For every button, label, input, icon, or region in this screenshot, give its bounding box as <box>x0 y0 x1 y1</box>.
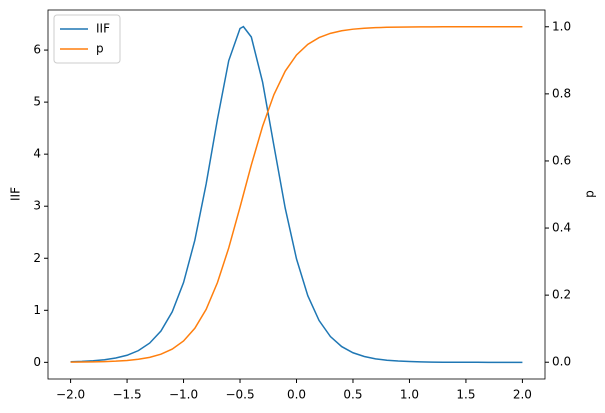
x-tick-label: −2.0 <box>56 388 85 402</box>
y2-tick-label: 0.8 <box>552 86 571 100</box>
y-tick-label: 0 <box>33 355 41 369</box>
legend-box <box>53 14 121 64</box>
legend: IIF p <box>53 14 121 64</box>
y2-axis-label: p <box>583 190 597 198</box>
axes-frame <box>47 9 546 380</box>
x-tick-label: 1.0 <box>400 388 419 402</box>
y-tick-label: 5 <box>33 95 41 109</box>
x-tick-label: −1.0 <box>169 388 198 402</box>
line-series <box>70 26 523 363</box>
x-tick-label: 0.5 <box>343 388 362 402</box>
x-tick-label: −1.5 <box>112 388 141 402</box>
x-tick-label: 0.0 <box>287 388 306 402</box>
y-tick-label: 2 <box>33 251 41 265</box>
y-tick-label: 3 <box>33 199 41 213</box>
y-tick-label: 4 <box>33 147 41 161</box>
y2-tick-label: 0.0 <box>552 355 571 369</box>
x-tick-label: −0.5 <box>225 388 254 402</box>
y2-tick-label: 0.6 <box>552 153 571 167</box>
y-tick-label: 1 <box>33 303 41 317</box>
x-tick-label: 1.5 <box>456 388 475 402</box>
y2-tick-label: 0.2 <box>552 288 571 302</box>
line-series <box>70 25 523 364</box>
y2-tick-label: 0.4 <box>552 221 571 235</box>
y-tick-label: 6 <box>33 43 41 57</box>
y2-tick-label: 1.0 <box>552 19 571 33</box>
legend-label: p <box>96 42 104 56</box>
x-tick-label: 2.0 <box>513 388 532 402</box>
y-axis-label: IIF <box>9 187 23 201</box>
legend-label: IIF <box>96 22 110 36</box>
